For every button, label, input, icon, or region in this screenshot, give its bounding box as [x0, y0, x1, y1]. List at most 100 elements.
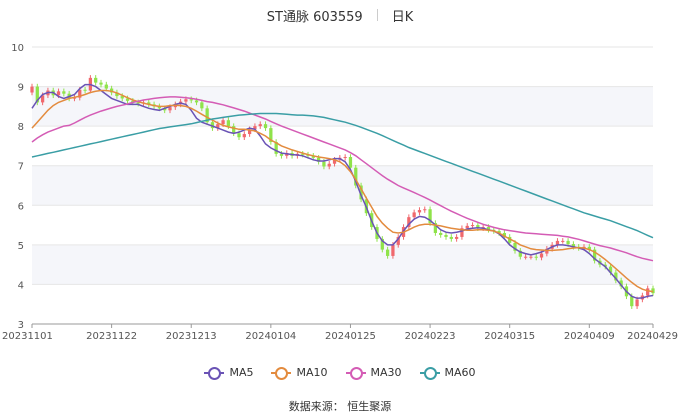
candle-body — [94, 77, 98, 83]
grid-band — [32, 165, 653, 206]
candle-body — [592, 249, 597, 261]
candle-body — [78, 89, 82, 98]
y-tick-label: 8 — [18, 122, 24, 133]
candle-body — [83, 89, 87, 91]
x-tick-label: 20231101 — [2, 331, 53, 342]
legend-item-ma30[interactable]: MA30 — [345, 366, 402, 380]
candle-body — [561, 240, 565, 242]
candle-body — [311, 155, 315, 158]
candle-body — [258, 124, 262, 127]
candle-body — [56, 91, 61, 96]
series-line-ma5 — [31, 83, 654, 300]
candle-body — [539, 253, 544, 258]
candle-body — [470, 225, 475, 227]
candle-body — [322, 161, 326, 167]
candle-body — [168, 107, 172, 111]
candle-body — [555, 240, 560, 245]
candle-body — [391, 244, 395, 256]
x-tick-label: 20240409 — [564, 331, 615, 342]
y-tick-label: 10 — [11, 43, 24, 54]
candle-body — [189, 99, 193, 101]
candle-body — [476, 225, 480, 229]
candle-body — [253, 126, 257, 130]
candle-body — [237, 133, 241, 138]
candle-body — [417, 210, 422, 213]
candle-body — [62, 91, 66, 94]
candle-body — [109, 88, 114, 93]
candle-body — [163, 108, 167, 111]
candle-body — [614, 272, 618, 281]
candle-body — [385, 249, 390, 256]
candle-body — [534, 256, 538, 258]
candle-body — [348, 157, 353, 168]
candle-body — [120, 96, 124, 99]
data-source-note: 数据来源： 恒生聚源 — [288, 400, 392, 413]
series-line-ma10 — [31, 89, 654, 293]
candle-body — [210, 122, 215, 129]
candle-body — [571, 244, 576, 247]
candle-body — [518, 250, 522, 257]
candle-body — [354, 167, 358, 186]
y-tick-label: 4 — [18, 280, 24, 291]
candle-body — [232, 126, 236, 134]
y-tick-label: 9 — [18, 83, 24, 94]
y-tick-label: 6 — [18, 201, 24, 212]
candle-body — [529, 256, 533, 258]
candle-body — [486, 227, 491, 230]
candle-body — [635, 299, 639, 307]
legend-item-ma60[interactable]: MA60 — [419, 366, 476, 380]
candle-body — [603, 264, 607, 267]
x-tick-label: 20240429 — [627, 331, 678, 342]
candle-body — [30, 86, 34, 93]
candle-body — [444, 234, 448, 237]
legend-item-ma10[interactable]: MA10 — [271, 366, 328, 380]
y-tick-label: 5 — [18, 241, 24, 252]
candle-body — [269, 128, 273, 142]
header-divider — [376, 9, 378, 21]
candle-body — [396, 236, 400, 245]
candle-body — [316, 157, 321, 162]
series-line-ma30 — [31, 96, 654, 262]
candle-body — [433, 223, 438, 233]
candle-body — [274, 141, 278, 154]
legend-label-ma60: MA60 — [444, 366, 476, 379]
candle-body — [99, 82, 103, 85]
grid-band — [32, 244, 653, 285]
candle-body — [35, 86, 39, 103]
candle-body — [226, 120, 231, 127]
chart-header: ST通脉 603559 日K — [0, 5, 680, 25]
y-tick-label: 7 — [18, 162, 24, 173]
candle-body — [131, 100, 135, 103]
candle-body — [508, 236, 512, 243]
candle-body — [439, 232, 443, 235]
candle-body — [630, 296, 634, 307]
candle-body — [115, 92, 119, 97]
candle-body — [407, 217, 411, 228]
candle-body — [184, 99, 188, 102]
candle-body — [460, 228, 464, 237]
candle-body — [651, 288, 655, 294]
candle-body — [523, 256, 528, 258]
candle-body — [104, 84, 108, 89]
candle-body — [136, 102, 140, 104]
series-line-ma60 — [31, 112, 654, 239]
candle-body — [608, 266, 613, 273]
candle-body — [301, 153, 305, 155]
legend-item-ma5[interactable]: MA5 — [204, 366, 254, 380]
candle-body — [423, 209, 427, 211]
period-tab-daily[interactable]: 日K — [391, 9, 414, 25]
x-tick-label: 20231213 — [166, 331, 217, 342]
x-tick-label: 20240104 — [245, 331, 296, 342]
candle-body — [380, 238, 384, 250]
candle-body — [359, 185, 363, 200]
candle-body — [545, 248, 549, 254]
legend-swatch-ma5 — [204, 366, 225, 380]
candle-body — [205, 108, 209, 123]
grid-band — [32, 86, 653, 127]
candle-body — [449, 236, 453, 239]
legend-swatch-ma30 — [345, 366, 366, 380]
candle-body — [40, 95, 45, 103]
candle-body — [428, 209, 432, 224]
legend-label-ma5: MA5 — [229, 366, 254, 379]
